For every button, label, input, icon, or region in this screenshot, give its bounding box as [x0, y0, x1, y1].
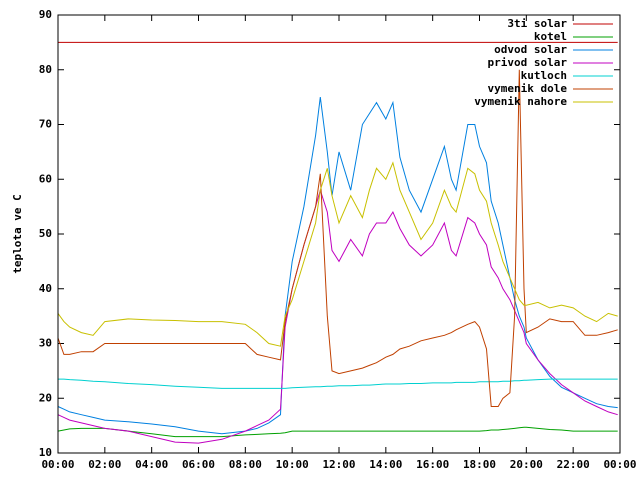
x-tick-label: 02:00 — [88, 458, 121, 471]
x-tick-label: 14:00 — [369, 458, 402, 471]
y-tick-label: 30 — [39, 337, 52, 350]
x-tick-label: 22:00 — [557, 458, 590, 471]
plot-border — [57, 14, 621, 454]
series-line — [57, 426, 618, 438]
y-tick-label: 70 — [39, 118, 52, 131]
x-tick-label: 08:00 — [229, 458, 262, 471]
x-tick-label: 06:00 — [182, 458, 215, 471]
series-line — [57, 161, 618, 347]
x-tick-label: 20:00 — [510, 458, 543, 471]
y-axis-label: teplota ve C — [11, 194, 24, 273]
legend-label: kutloch — [521, 69, 567, 82]
y-tick-label: 10 — [39, 446, 52, 459]
x-tick-label: 12:00 — [322, 458, 355, 471]
legend-label: 3ti solar — [507, 17, 567, 30]
legend-label: privod solar — [488, 56, 568, 69]
y-tick-label: 60 — [39, 172, 52, 185]
y-tick-label: 50 — [39, 227, 52, 240]
series-line — [57, 69, 618, 407]
x-tick-label: 00:00 — [41, 458, 74, 471]
legend-label: kotel — [534, 30, 567, 43]
y-tick-label: 20 — [39, 391, 52, 404]
x-tick-label: 16:00 — [416, 458, 449, 471]
y-tick-label: 80 — [39, 63, 52, 76]
legend-label: odvod solar — [494, 43, 567, 56]
legend-label: vymenik nahore — [474, 95, 567, 108]
x-tick-label: 10:00 — [276, 458, 309, 471]
series-line — [57, 97, 618, 435]
series-line — [57, 188, 618, 444]
y-tick-label: 40 — [39, 282, 52, 295]
x-tick-label: 00:00 — [603, 458, 636, 471]
x-tick-label: 18:00 — [463, 458, 496, 471]
x-tick-label: 04:00 — [135, 458, 168, 471]
series-line — [58, 378, 618, 389]
legend-label: vymenik dole — [488, 82, 568, 95]
y-tick-label: 90 — [39, 8, 52, 21]
